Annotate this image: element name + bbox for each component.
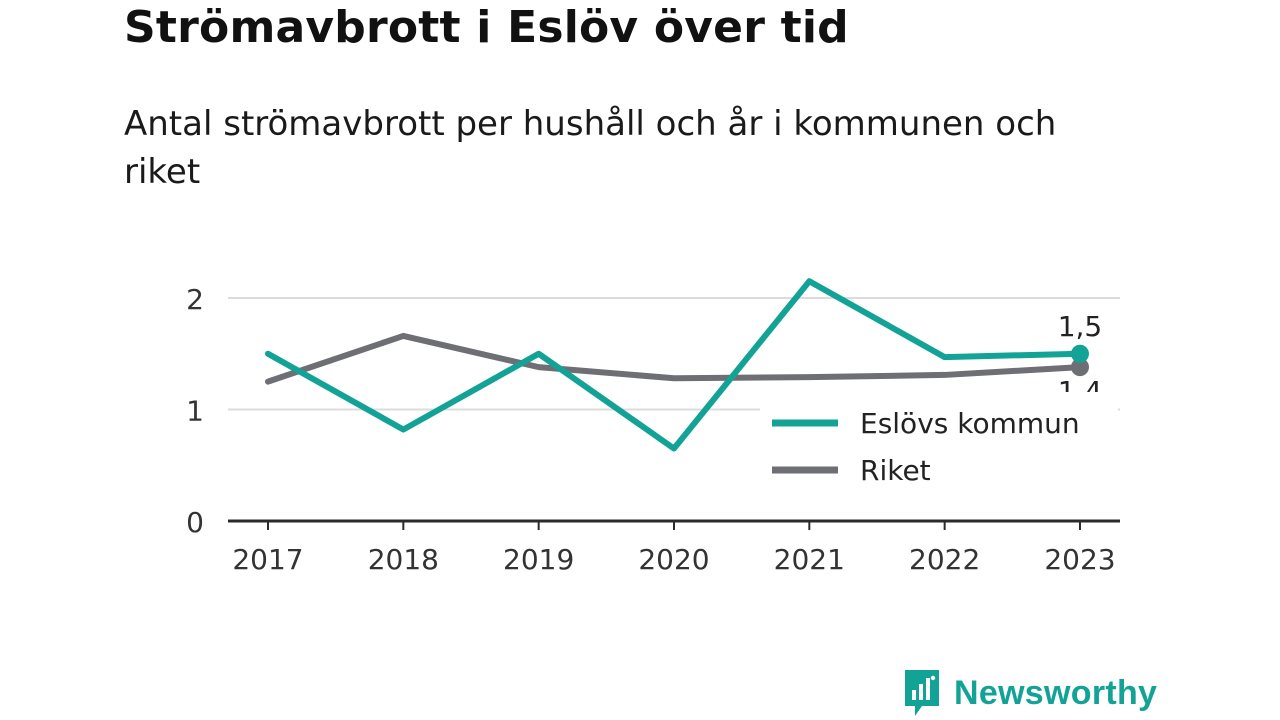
brand-logo: Newsworthy bbox=[902, 668, 1157, 718]
brand-name: Newsworthy bbox=[954, 673, 1158, 712]
data-label-eslov: 1,5 bbox=[1058, 310, 1103, 343]
legend-background bbox=[760, 392, 1118, 496]
x-tick-label: 2018 bbox=[368, 543, 439, 576]
x-tick-label: 2020 bbox=[638, 543, 709, 576]
y-tick-label: 0 bbox=[186, 506, 204, 539]
series-end-point bbox=[1070, 344, 1089, 363]
series-end-point bbox=[1070, 358, 1089, 377]
series-line-riket bbox=[265, 332, 1083, 385]
legend-label: Riket bbox=[860, 454, 931, 487]
x-tick-label: 2022 bbox=[909, 543, 980, 576]
series-line-eslov bbox=[265, 278, 1083, 452]
x-tick-label: 2021 bbox=[774, 543, 845, 576]
chart-subtitle: Antal strömavbrott per hushåll och år i … bbox=[124, 104, 1057, 192]
legend: Eslövs kommun Riket bbox=[760, 392, 1118, 496]
y-tick-label: 1 bbox=[186, 395, 204, 428]
chart-title: Strömavbrott i Eslöv över tid bbox=[124, 2, 849, 53]
x-axis: 2017 2018 2019 2020 2021 2022 2023 bbox=[228, 519, 1120, 576]
y-tick-label: 2 bbox=[186, 283, 204, 316]
x-tick-label: 2019 bbox=[503, 543, 574, 576]
series-lines bbox=[265, 278, 1089, 452]
x-tick-label: 2017 bbox=[232, 543, 303, 576]
x-tick-label: 2023 bbox=[1044, 543, 1115, 576]
legend-label: Eslövs kommun bbox=[860, 407, 1080, 440]
newsworthy-logo-icon bbox=[905, 670, 939, 716]
